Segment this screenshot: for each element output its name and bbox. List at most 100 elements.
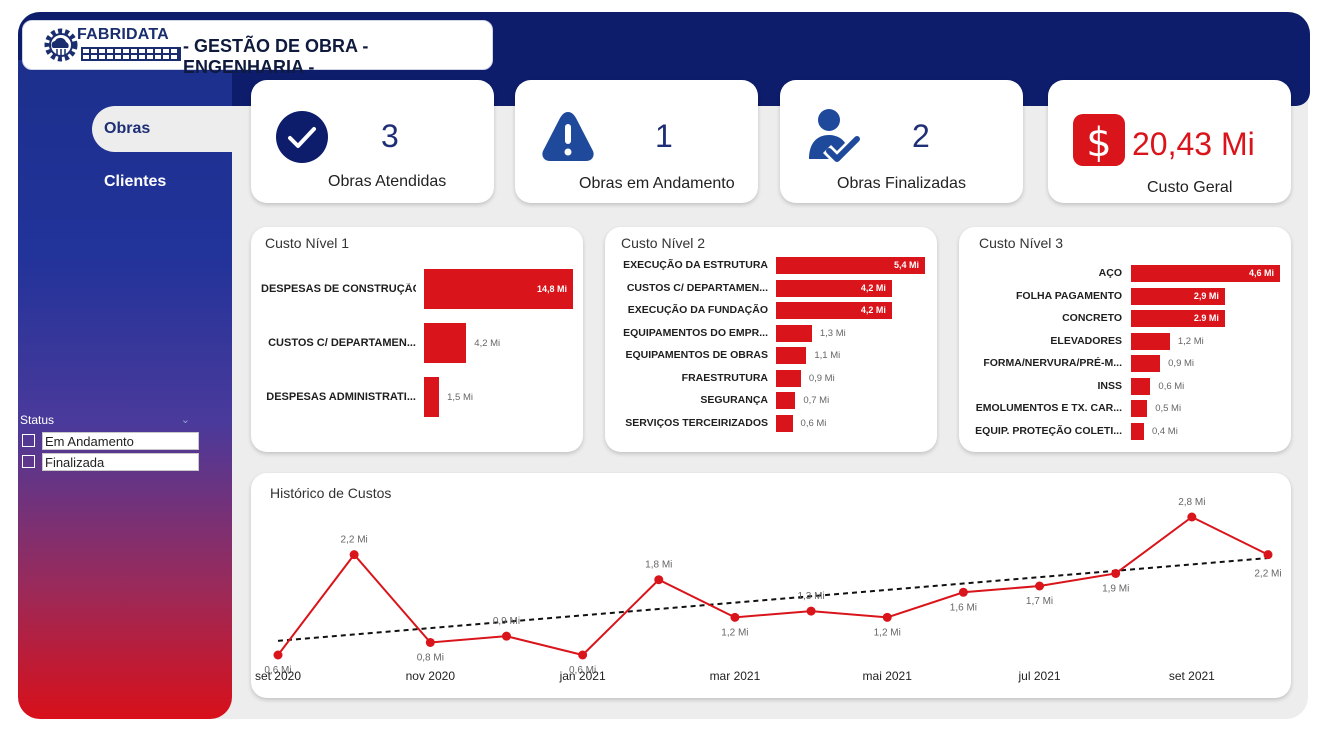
bar-value-label: 4,2 Mi — [860, 282, 886, 293]
data-point[interactable] — [349, 550, 359, 560]
bar-row[interactable]: CONCRETO 2.9 Mi — [959, 310, 1291, 327]
bar-value-label: 0,6 Mi — [1158, 380, 1185, 392]
bar[interactable] — [776, 324, 812, 342]
status-option-em-andamento[interactable]: Em Andamento — [20, 432, 200, 450]
data-label: 1,2 Mi — [874, 627, 901, 638]
bar-row[interactable]: DESPESAS DE CONSTRUÇÃO 14,8 Mi — [251, 269, 583, 309]
bar[interactable] — [1131, 265, 1280, 282]
bar-category-label: EQUIPAMENTOS DO EMPR... — [623, 326, 768, 339]
bar-value-label: 4,6 Mi — [1248, 268, 1274, 278]
data-point[interactable] — [1035, 581, 1045, 591]
bar-value-label: 2.9 Mi — [1193, 313, 1219, 323]
bar-row[interactable]: EQUIP. PROTEÇÃO COLETI... 0,4 Mi — [959, 422, 1291, 440]
bar-category-label: AÇO — [1098, 267, 1122, 279]
x-tick-label: nov 2020 — [406, 669, 456, 683]
bar-category-label: DESPESAS ADMINISTRATI... — [266, 390, 416, 403]
bar-category-label: CUSTOS C/ DEPARTAMEN... — [268, 336, 416, 349]
bar-row[interactable]: AÇO 4,6 Mi — [959, 265, 1291, 282]
tab-clientes[interactable]: Clientes — [104, 173, 166, 191]
bar-row[interactable]: FOLHA PAGAMENTO 2,9 Mi — [959, 287, 1291, 305]
bar[interactable] — [424, 269, 573, 309]
brand-pattern-icon — [81, 47, 181, 61]
bar[interactable] — [424, 377, 440, 417]
page-title: - GESTÃO DE OBRA - ENGENHARIA - — [183, 36, 369, 77]
bar-category-label: SERVIÇOS TERCEIRIZADOS — [625, 416, 768, 429]
bar-category-label: FOLHA PAGAMENTO — [1016, 289, 1122, 302]
user-check-icon — [809, 109, 860, 162]
bar[interactable] — [776, 279, 892, 297]
dollar-icon: $ — [1073, 114, 1125, 166]
bar-row[interactable]: SERVIÇOS TERCEIRIZADOS 0,6 Mi — [605, 414, 937, 432]
data-label: 0,9 Mi — [493, 616, 520, 627]
bar[interactable] — [776, 414, 793, 432]
bar-row[interactable]: CUSTOS C/ DEPARTAMEN... 4,2 Mi — [251, 323, 583, 363]
bar-row[interactable]: EXECUÇÃO DA ESTRUTURA 5,4 Mi — [605, 257, 937, 274]
bar-value-label: 0,9 Mi — [808, 372, 835, 384]
data-point[interactable] — [654, 575, 664, 585]
data-point[interactable] — [730, 612, 740, 622]
bar-row[interactable]: FORMA/NERVURA/PRÉ-M... 0,9 Mi — [959, 355, 1291, 372]
kpi-card-obras-andamento: 1 Obras em Andamento — [515, 80, 758, 203]
kpi-label: Obras Atendidas — [328, 173, 447, 190]
bar[interactable] — [1131, 287, 1225, 305]
kpi-label: Obras Finalizadas — [837, 175, 966, 192]
status-option-finalizada[interactable]: Finalizada — [20, 453, 200, 471]
checkbox[interactable] — [22, 434, 35, 447]
kpi-label: Custo Geral — [1147, 179, 1233, 196]
bar[interactable] — [1131, 310, 1225, 327]
bar[interactable] — [1131, 355, 1161, 372]
chevron-down-icon[interactable]: ⌄ — [180, 414, 190, 426]
checkbox[interactable] — [22, 455, 35, 468]
bar-row[interactable]: DESPESAS ADMINISTRATI... 1,5 Mi — [251, 377, 583, 417]
bar-row[interactable]: EQUIPAMENTOS DO EMPR... 1,3 Mi — [605, 324, 937, 342]
tab-obras-label: Obras — [104, 120, 151, 137]
data-point[interactable] — [501, 631, 511, 641]
tab-obras[interactable]: Obras — [92, 106, 242, 152]
bar[interactable] — [776, 347, 807, 364]
bar[interactable] — [424, 323, 467, 363]
bar-row[interactable]: FRAESTRUTURA 0,9 Mi — [605, 369, 937, 387]
bar-row[interactable]: ELEVADORES 1,2 Mi — [959, 332, 1291, 350]
data-point[interactable] — [882, 612, 892, 622]
data-point[interactable] — [1187, 512, 1197, 522]
bar[interactable] — [1131, 400, 1148, 417]
trend-line — [277, 557, 1269, 642]
data-point[interactable] — [806, 606, 816, 616]
bar[interactable] — [1131, 332, 1170, 350]
chart-title: Custo Nível 2 — [621, 235, 706, 251]
bar-category-label: EQUIPAMENTOS DE OBRAS — [625, 349, 768, 361]
bar-category-label: EQUIP. PROTEÇÃO COLETI... — [975, 424, 1122, 437]
warning-icon — [542, 112, 594, 161]
kpi-value: 3 — [381, 118, 399, 154]
bar-row[interactable]: EXECUÇÃO DA FUNDAÇÃO 4,2 Mi — [605, 302, 937, 319]
bar-row[interactable]: EQUIPAMENTOS DE OBRAS 1,1 Mi — [605, 347, 937, 364]
data-point[interactable] — [578, 650, 588, 660]
kpi-value: 20,43 Mi — [1132, 126, 1255, 162]
data-point[interactable] — [958, 587, 968, 597]
data-point[interactable] — [425, 637, 435, 647]
bar[interactable] — [1131, 377, 1151, 395]
data-label: 2,2 Mi — [341, 535, 368, 546]
chart-custo-nivel-2: Custo Nível 2 EXECUÇÃO DA ESTRUTURA 5,4 M… — [605, 227, 937, 452]
bar-row[interactable]: EMOLUMENTOS E TX. CAR... 0,5 Mi — [959, 400, 1291, 417]
bar-row[interactable]: SEGURANÇA 0,7 Mi — [605, 392, 937, 409]
bar[interactable] — [776, 392, 796, 409]
sidebar — [18, 60, 232, 719]
bar[interactable] — [1131, 422, 1144, 440]
x-tick-label: set 2020 — [255, 669, 301, 683]
bar[interactable] — [776, 257, 925, 274]
bar-row[interactable]: INSS 0,6 Mi — [959, 377, 1291, 395]
data-point[interactable] — [273, 650, 283, 660]
kpi-card-custo-geral: $ 20,43 Mi Custo Geral — [1048, 80, 1291, 203]
bar-category-label: FORMA/NERVURA/PRÉ-M... — [983, 357, 1122, 369]
bar-value-label: 1,2 Mi — [1177, 335, 1204, 347]
data-point[interactable] — [1263, 550, 1273, 560]
bar-category-label: CUSTOS C/ DEPARTAMEN... — [626, 281, 768, 294]
bar-row[interactable]: CUSTOS C/ DEPARTAMEN... 4,2 Mi — [605, 279, 937, 297]
bar[interactable] — [776, 369, 801, 387]
brand-name: FABRIDATA — [77, 26, 169, 43]
bar[interactable] — [776, 302, 892, 319]
gear-cloud-logo-icon — [44, 28, 78, 62]
data-point[interactable] — [1111, 568, 1121, 578]
